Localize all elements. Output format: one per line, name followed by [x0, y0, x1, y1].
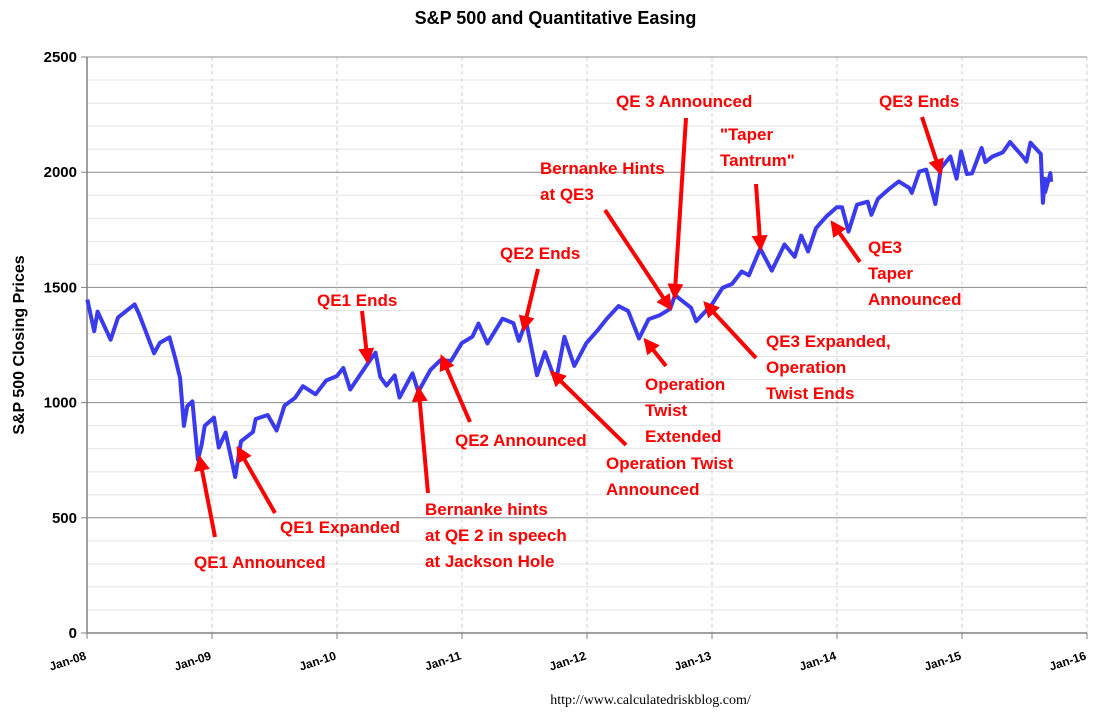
annotation-arrow — [236, 445, 277, 514]
annotation-arrow — [703, 301, 758, 360]
annotation-arrow — [358, 310, 375, 365]
annotation-label: QE3 Expanded, — [766, 332, 891, 351]
x-tick-label: Jan-16 — [1047, 648, 1088, 673]
annotation-label: Tantrum" — [720, 151, 795, 170]
annotation-arrow — [751, 183, 768, 252]
annotation-arrow — [643, 337, 668, 368]
source-url: http://www.calculatedriskblog.com/ — [550, 693, 751, 708]
x-tick-label: Jan-10 — [297, 648, 338, 673]
annotation: QE2 Ends — [500, 244, 580, 332]
y-tick-label: 2500 — [44, 49, 77, 66]
annotation-arrow — [920, 116, 944, 176]
x-tick-label: Jan-12 — [547, 648, 588, 673]
annotation: QE3 Taper Announced — [830, 220, 962, 309]
annotation-label: Taper — [868, 264, 913, 283]
x-tick-label: Jan-13 — [672, 648, 713, 673]
annotation-arrow — [518, 268, 540, 332]
annotation: Bernanke Hints at QE3 — [540, 159, 672, 311]
annotation-label: Announced — [868, 290, 962, 309]
x-tick-label: Jan-15 — [922, 648, 963, 673]
annotation-label: Twist — [645, 401, 688, 420]
y-axis-label: S&P 500 Closing Prices — [11, 255, 28, 434]
x-tick-label: Jan-08 — [47, 648, 88, 673]
annotation: "Taper Tantrum" — [720, 125, 795, 252]
sp500-series-line — [85, 140, 1054, 479]
annotation-label: QE1 Ends — [317, 291, 397, 310]
annotation-label: QE2 Ends — [500, 244, 580, 263]
x-tick-label: Jan-11 — [423, 648, 463, 673]
annotation-label: QE1 Announced — [194, 553, 326, 572]
annotation-label: QE3 — [868, 238, 902, 257]
annotation: QE3 Expanded, Operation Twist Ends — [703, 301, 891, 403]
annotation: QE2 Announced — [439, 354, 587, 450]
annotation-label: Twist Ends — [766, 384, 854, 403]
annotation-arrow — [549, 370, 628, 447]
annotation: Operation Twist Extended — [643, 337, 725, 446]
y-tick-label: 0 — [69, 625, 77, 642]
annotation: QE1 Expanded — [236, 445, 400, 537]
annotation-label: Operation — [766, 358, 846, 377]
annotation-arrow — [411, 385, 430, 494]
annotation-label: Operation — [645, 375, 725, 394]
annotation-arrow — [830, 220, 862, 264]
y-tick-label: 1000 — [44, 395, 77, 412]
y-tick-label: 500 — [52, 510, 77, 527]
x-tick-label: Jan-09 — [172, 648, 213, 673]
annotation: QE1 Announced — [194, 454, 326, 572]
annotation: QE1 Ends — [317, 291, 397, 365]
annotation-arrow — [194, 454, 217, 538]
annotation-label: Bernanke hints — [425, 500, 548, 519]
annotation: QE 3 Announced — [616, 92, 752, 300]
annotation-label: at Jackson Hole — [425, 552, 554, 571]
annotation-label: at QE3 — [540, 185, 594, 204]
x-tick-label: Jan-14 — [797, 648, 838, 673]
annotation-label: QE3 Ends — [879, 92, 959, 111]
annotation: Bernanke hints at QE 2 in speech at Jackso… — [411, 385, 567, 571]
annotation: QE3 Ends — [879, 92, 959, 176]
annotation-label: Bernanke Hints — [540, 159, 665, 178]
y-tick-label: 1500 — [44, 279, 77, 296]
y-tick-label: 2000 — [44, 164, 77, 181]
annotation-arrow — [667, 117, 688, 300]
annotation-label: Operation Twist — [606, 454, 734, 473]
annotation-label: at QE 2 in speech — [425, 526, 567, 545]
annotation-label: QE2 Announced — [455, 431, 587, 450]
chart-title: S&P 500 and Quantitative Easing — [414, 8, 697, 28]
annotation-label: QE 3 Announced — [616, 92, 752, 111]
annotation-label: Announced — [606, 480, 700, 499]
annotation-label: Extended — [645, 427, 722, 446]
annotation-arrow — [439, 354, 472, 423]
annotation: Operation Twist Announced — [549, 370, 734, 499]
annotation-label: "Taper — [720, 125, 773, 144]
annotation-arrow — [603, 208, 672, 311]
annotation-label: QE1 Expanded — [280, 518, 400, 537]
